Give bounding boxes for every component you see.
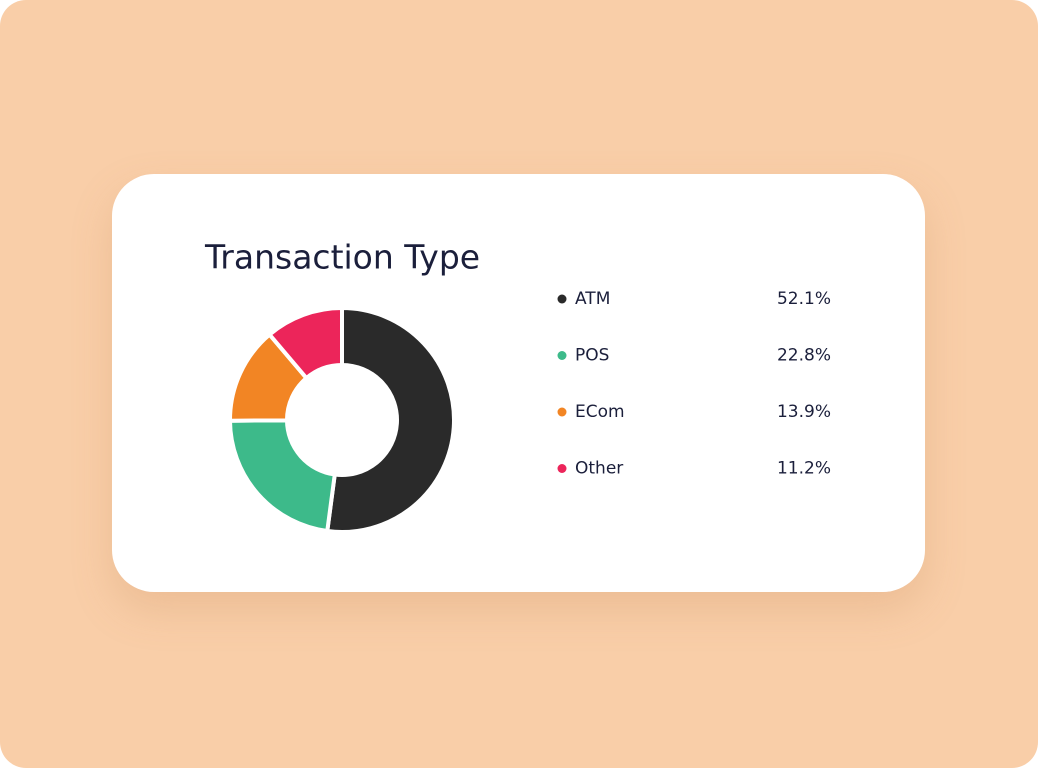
legend-dot <box>557 351 567 360</box>
legend-dot <box>557 407 567 417</box>
legend-value: 22.8% <box>777 346 831 366</box>
legend-value: 11.2% <box>777 459 831 479</box>
legend-label: ATM <box>575 289 610 309</box>
legend-label: ECom <box>575 402 625 422</box>
chart-title: Transaction Type <box>204 238 480 277</box>
legend-dot <box>557 294 567 304</box>
legend-label: Other <box>575 459 623 479</box>
donut-slice <box>267 306 344 381</box>
donut-slice <box>228 418 337 534</box>
legend-value: 52.1% <box>777 289 831 309</box>
donut-slice <box>325 306 456 534</box>
legend-value: 13.9% <box>777 402 831 422</box>
legend-dot <box>557 464 567 473</box>
legend-label: POS <box>575 346 609 366</box>
